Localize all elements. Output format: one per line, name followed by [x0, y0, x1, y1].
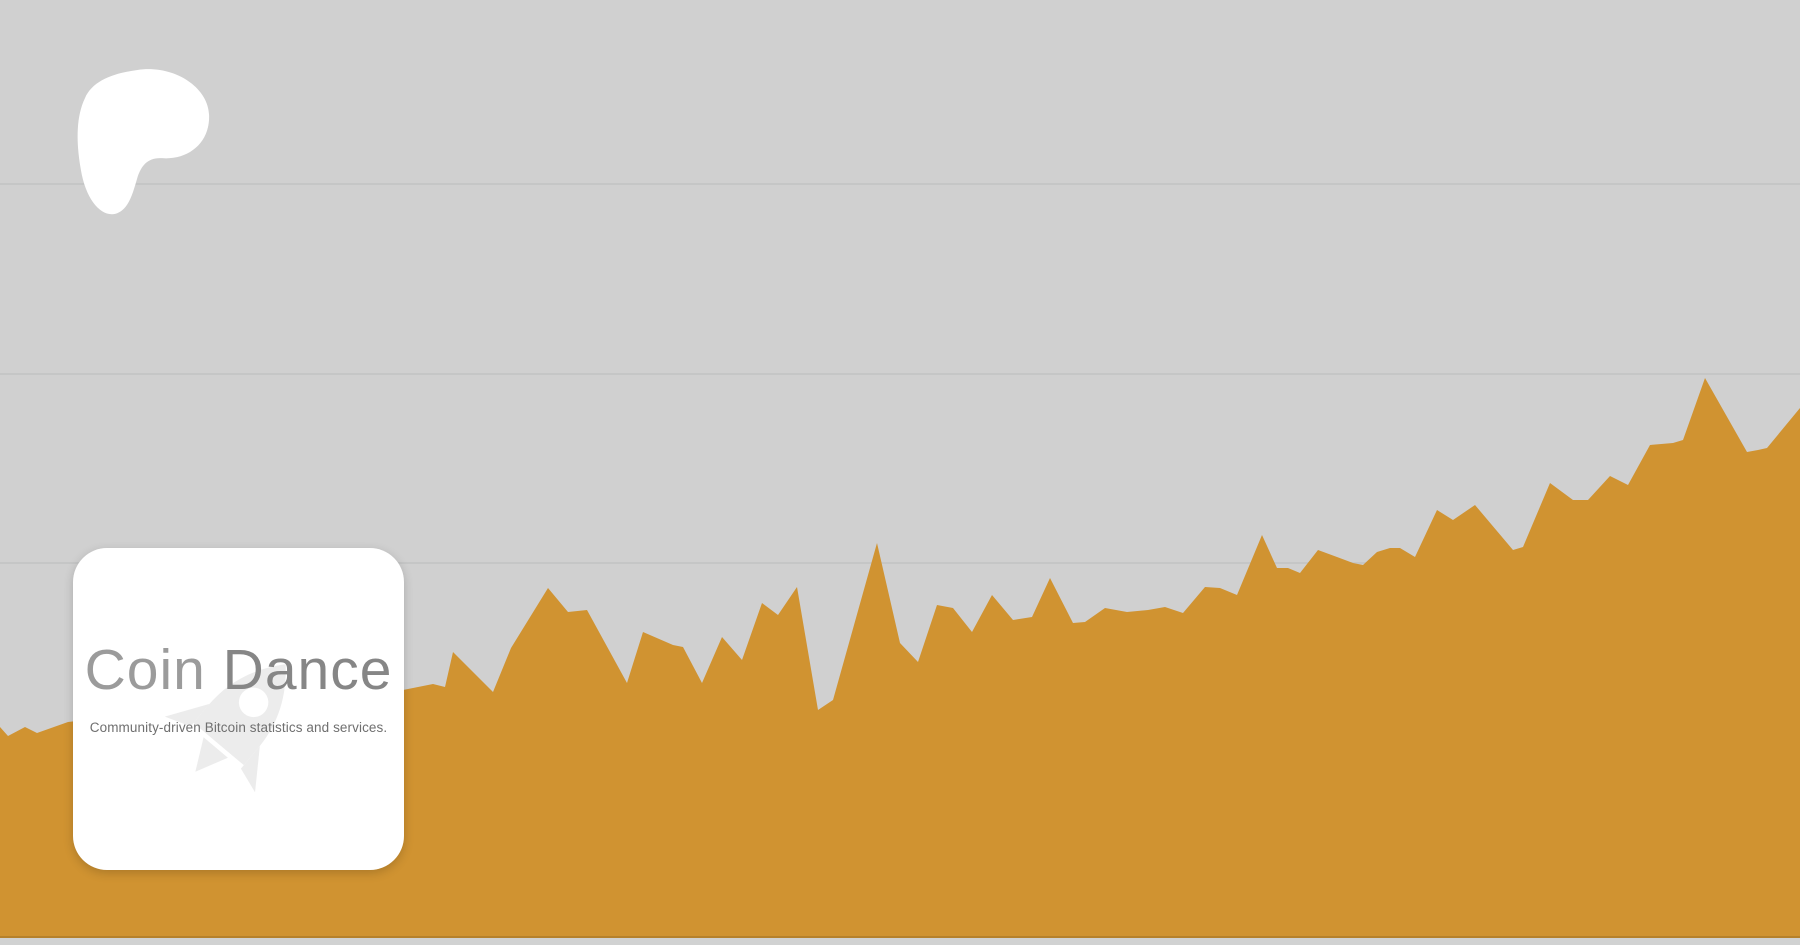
chart-footer-strip: [0, 938, 1800, 945]
brand-subtitle: Community-driven Bitcoin statistics and …: [89, 720, 388, 735]
brand-title: Coin Dance: [73, 640, 404, 700]
brand-title-dance: Dance: [222, 638, 393, 702]
chart-area-path: [0, 378, 1800, 938]
brand-card: Coin Dance Community-driven Bitcoin stat…: [73, 548, 404, 870]
rocket-icon: [164, 664, 286, 793]
chart-footer-shadow: [0, 936, 1800, 938]
patreon-logo-icon: [77, 69, 210, 215]
brand-title-coin: Coin: [84, 638, 206, 702]
